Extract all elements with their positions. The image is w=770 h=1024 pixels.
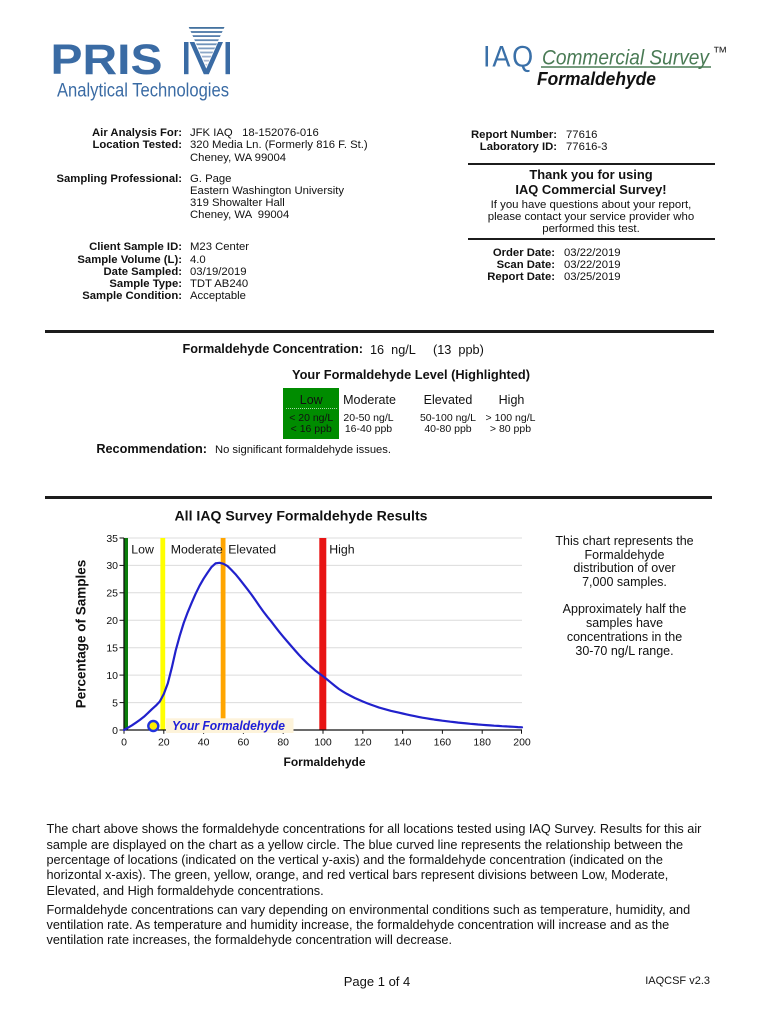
svg-text:Elevated: Elevated [228,543,276,557]
svg-text:160: 160 [434,737,452,749]
svg-text:20: 20 [106,615,118,627]
svg-text:Analytical Technologies: Analytical Technologies [57,81,229,102]
svg-text:Percentage of Samples: Percentage of Samples [74,560,89,709]
svg-text:PRIS: PRIS [51,36,163,84]
svg-text:All IAQ Survey Formaldehyde Re: All IAQ Survey Formaldehyde Results [175,507,428,523]
svg-text:Moderate: Moderate [171,543,223,557]
svg-text:30: 30 [106,560,118,572]
svg-text:25: 25 [106,588,118,600]
svg-text:15: 15 [106,643,118,655]
svg-text:™: ™ [713,44,728,61]
svg-text:40: 40 [198,737,210,749]
svg-text:60: 60 [238,737,250,749]
svg-text:80: 80 [277,737,289,749]
svg-text:Your Formaldehyde: Your Formaldehyde [172,718,285,733]
svg-text:100: 100 [314,737,332,749]
svg-text:120: 120 [354,737,372,749]
svg-text:35: 35 [106,533,118,545]
svg-text:10: 10 [106,670,118,682]
svg-text:20: 20 [158,737,170,749]
svg-text:Low: Low [131,543,154,557]
svg-text:Formaldehyde: Formaldehyde [283,755,365,769]
svg-text:0: 0 [121,737,127,749]
svg-text:200: 200 [513,737,531,749]
svg-text:0: 0 [112,725,118,737]
svg-text:High: High [329,543,354,557]
svg-text:140: 140 [394,737,412,749]
svg-text:IAQ: IAQ [483,41,535,74]
svg-text:Formaldehyde: Formaldehyde [537,68,656,89]
svg-text:180: 180 [473,737,491,749]
svg-text:5: 5 [112,697,118,709]
svg-text:Commercial Survey: Commercial Survey [542,47,710,70]
